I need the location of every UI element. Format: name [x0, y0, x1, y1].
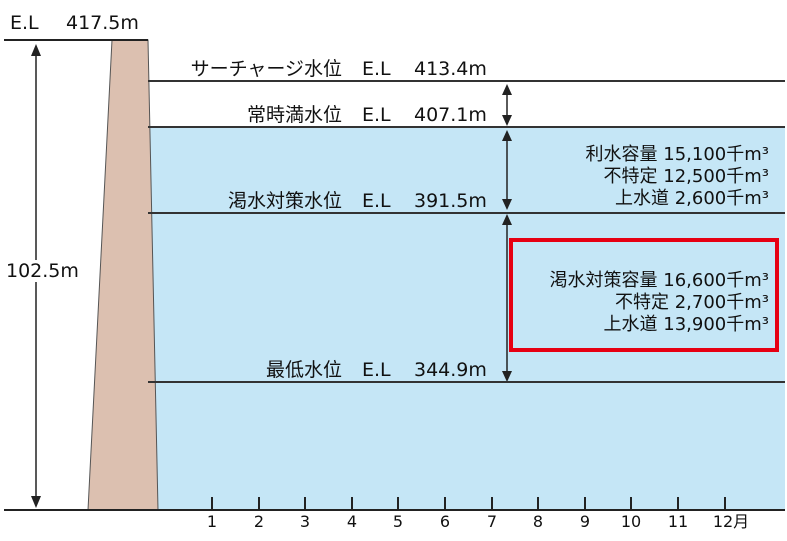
month-tick [304, 497, 306, 511]
month-tick [351, 497, 353, 511]
drought-level-line [148, 212, 785, 214]
month-label: 2 [253, 512, 265, 531]
drought-waterworks-value: 13,900千m³ [663, 314, 769, 335]
surcharge-level-value: 413.4m [414, 58, 487, 80]
drought-unspecified-value: 2,700千m³ [674, 292, 769, 313]
month-label: 8 [532, 512, 544, 531]
drought-capacity-highlight-box [509, 238, 779, 352]
month-label: 11 [667, 512, 689, 531]
drought-capacity-label: 渇水対策容量 [549, 270, 658, 291]
crest-el-label: E.L [10, 12, 39, 34]
month-label: 7 [486, 512, 498, 531]
month-label: 1 [206, 512, 218, 531]
dam-height-value: 102.5m [4, 260, 81, 282]
month-tick [211, 497, 213, 511]
month-label: 3 [299, 512, 311, 531]
water-use-capacity-line: 利水容量 15,100千m³ [586, 144, 769, 166]
drought-unspecified-label: 不特定 [614, 292, 669, 313]
normal-full-level-value: 407.1m [414, 104, 487, 126]
water-use-capacity-label: 利水容量 [585, 144, 658, 165]
minimum-level-el: E.L [362, 359, 391, 381]
month-label: 12月 [712, 512, 750, 531]
unspecified-capacity-label: 不特定 [603, 166, 658, 187]
month-tick [444, 497, 446, 511]
minimum-level-value: 344.9m [414, 359, 487, 381]
month-tick [491, 497, 493, 511]
month-tick [584, 497, 586, 511]
waterworks-capacity-label: 上水道 [614, 188, 669, 209]
drought-unspecified-line: 不特定 2,700千m³ [615, 292, 769, 314]
month-tick [258, 497, 260, 511]
month-tick [677, 497, 679, 511]
drought-capacity-line: 渇水対策容量 16,600千m³ [550, 270, 769, 292]
month-tick [724, 497, 726, 511]
normal-full-level-line [148, 126, 785, 128]
reservoir-water [148, 128, 785, 511]
month-label: 6 [439, 512, 451, 531]
surcharge-level-name: サーチャージ水位 [190, 58, 342, 80]
waterworks-capacity-line: 上水道 2,600千m³ [615, 188, 769, 210]
normal-full-level-name: 常時満水位 [246, 104, 342, 126]
drought-waterworks-line: 上水道 13,900千m³ [604, 314, 769, 336]
surcharge-level-el: E.L [362, 58, 391, 80]
minimum-level-line [148, 381, 785, 383]
drought-level-value: 391.5m [414, 190, 487, 212]
drought-capacity-value: 16,600千m³ [663, 270, 769, 291]
normal-full-level-el: E.L [362, 104, 391, 126]
crest-el-value: 417.5m [66, 12, 139, 34]
month-label: 4 [346, 512, 358, 531]
unspecified-capacity-line: 不特定 12,500千m³ [604, 166, 769, 188]
waterworks-capacity-value: 2,600千m³ [674, 188, 769, 209]
unspecified-capacity-value: 12,500千m³ [663, 166, 769, 187]
water-use-capacity-value: 15,100千m³ [663, 144, 769, 165]
month-tick [397, 497, 399, 511]
month-label: 9 [579, 512, 591, 531]
month-tick [537, 497, 539, 511]
drought-level-name: 渇水対策水位 [227, 190, 342, 212]
month-label: 5 [392, 512, 404, 531]
surcharge-level-line [148, 80, 785, 82]
month-label: 10 [620, 512, 642, 531]
drought-waterworks-label: 上水道 [603, 314, 658, 335]
month-tick [630, 497, 632, 511]
drought-level-el: E.L [362, 190, 391, 212]
minimum-level-name: 最低水位 [265, 359, 342, 381]
